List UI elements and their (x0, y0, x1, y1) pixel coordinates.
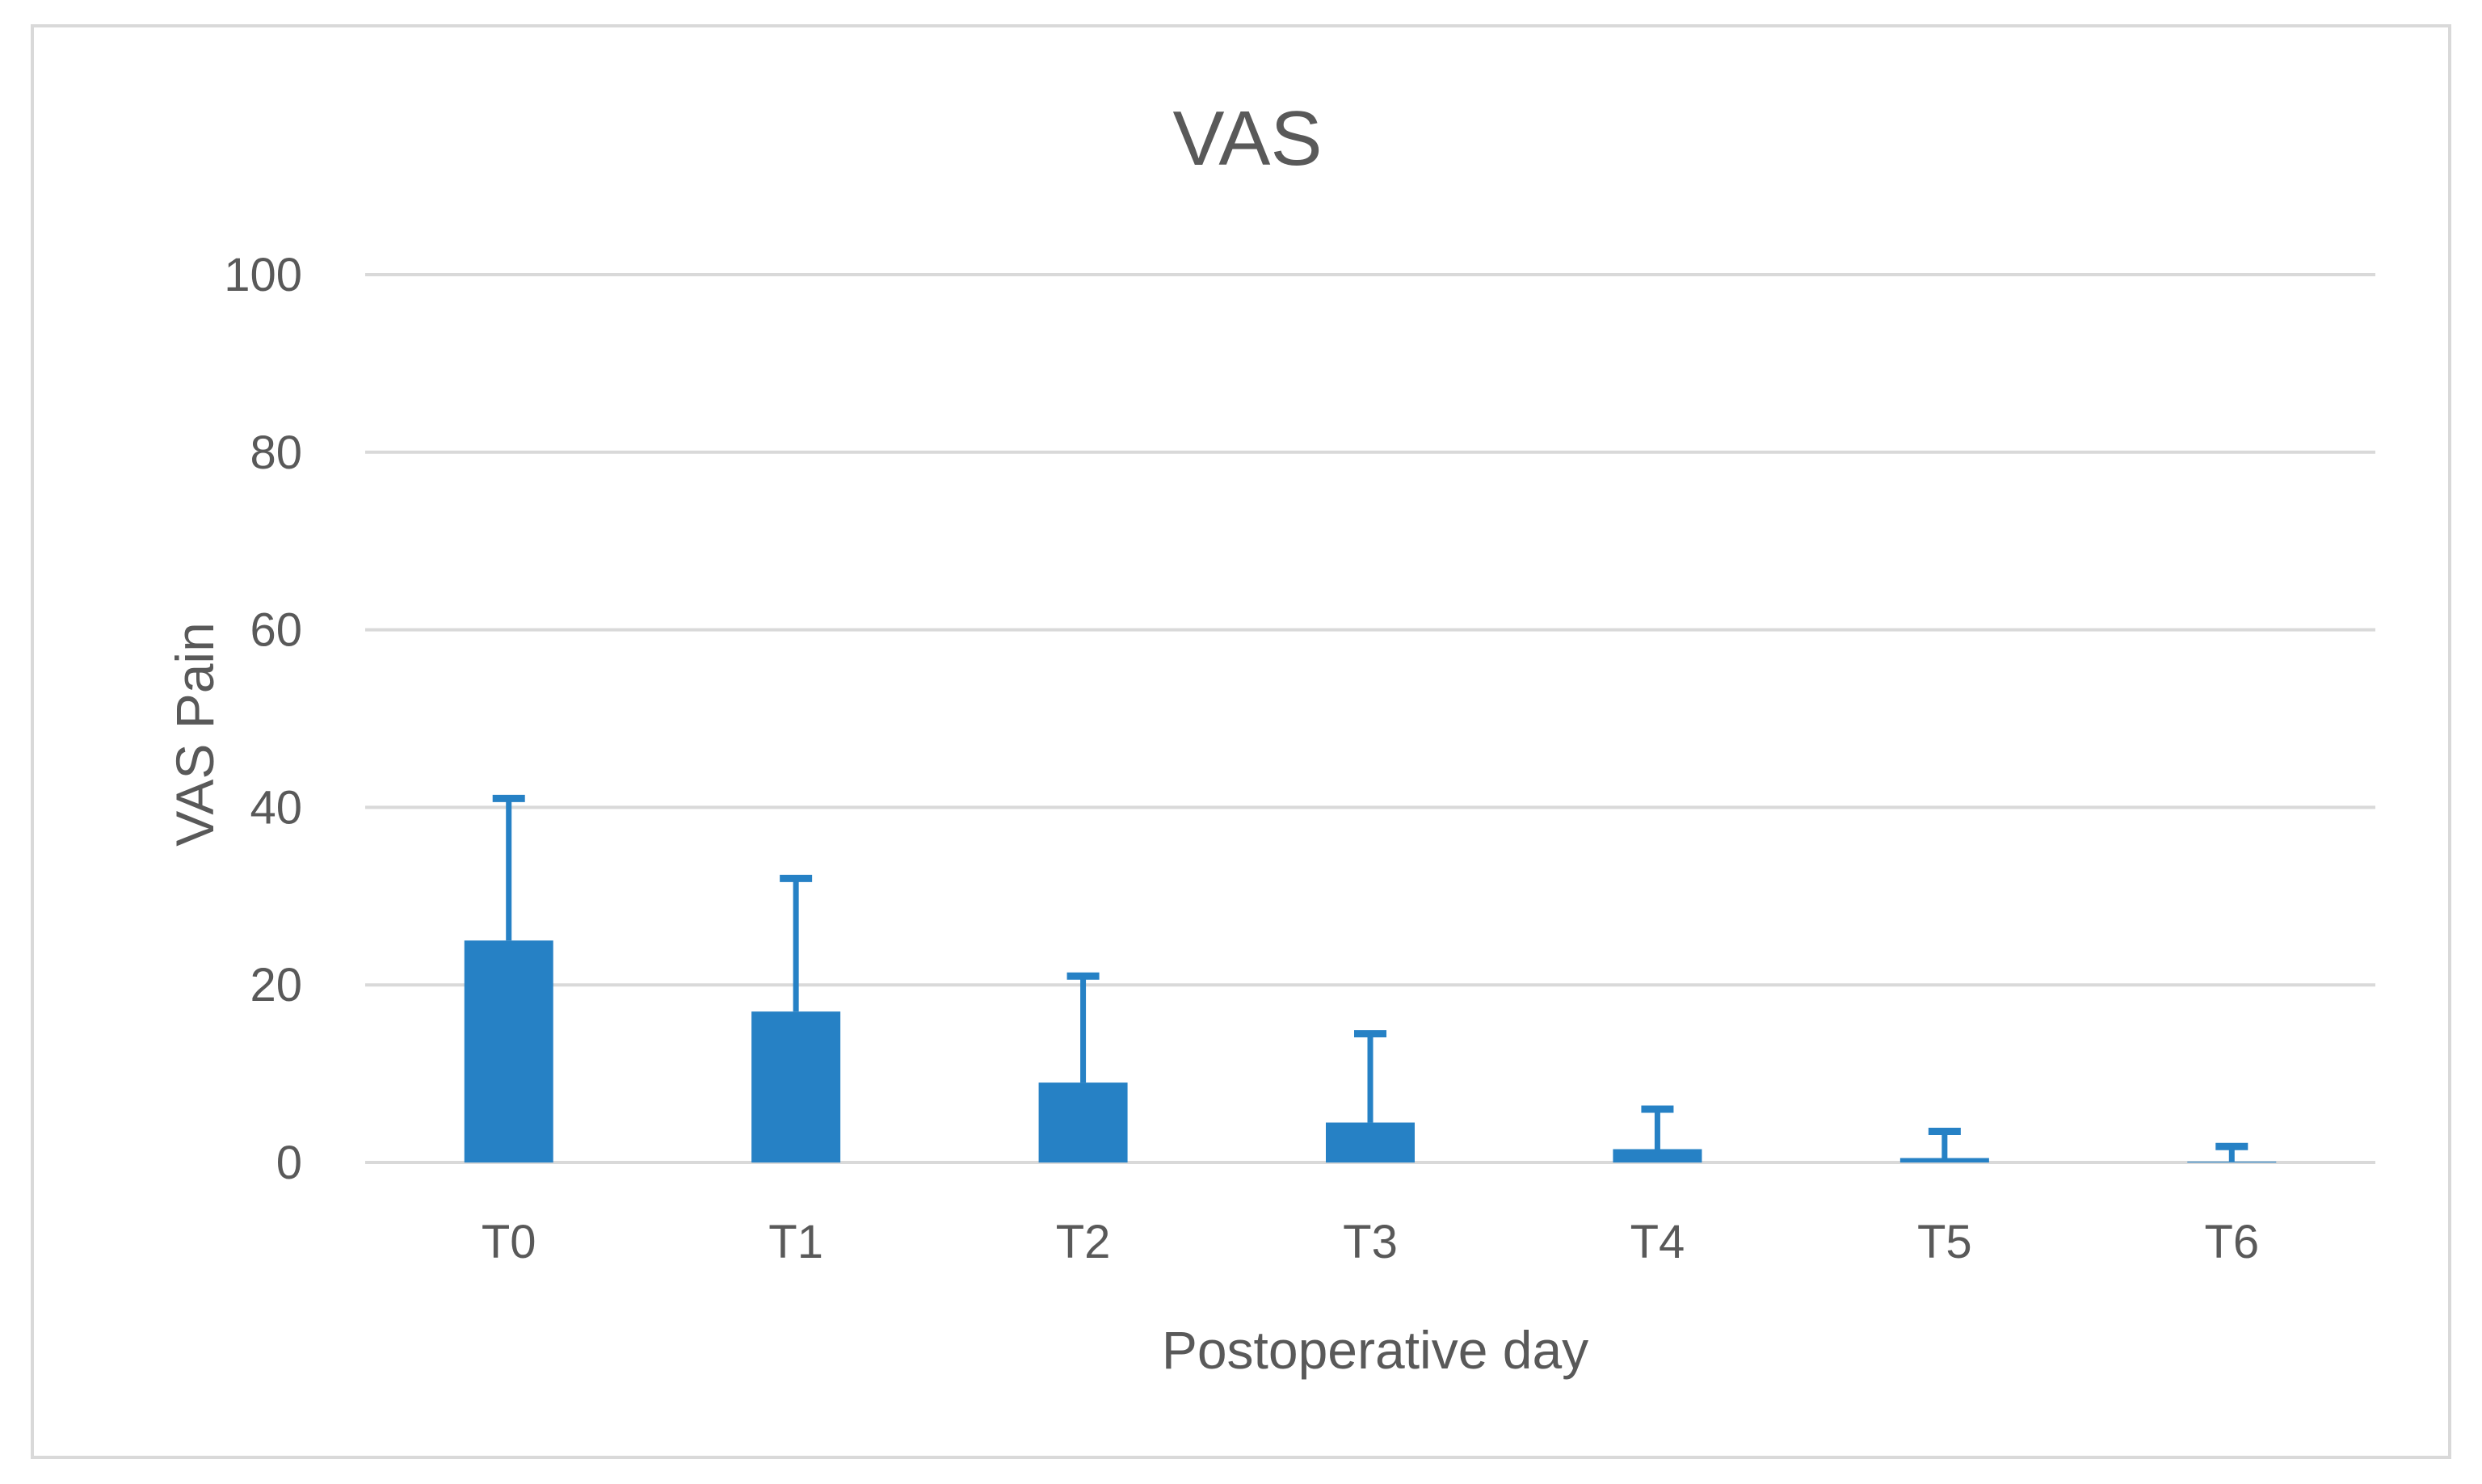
x-tick-label-T0: T0 (482, 1216, 536, 1268)
x-axis-title: Postoperative day (1162, 1320, 1588, 1380)
y-tick-label-100: 100 (224, 249, 302, 301)
bar-T5 (1899, 1158, 1989, 1162)
y-tick-label-0: 0 (276, 1137, 302, 1189)
y-tick-label-40: 40 (250, 781, 302, 834)
x-tick-label-T4: T4 (1630, 1216, 1685, 1268)
chart-frame: 0 20 40 60 80 100 T0 T1 T2 T3 T4 T5 T6 VAS Postoper… (31, 24, 2451, 1459)
bar-T1 (751, 1011, 841, 1162)
bar-T0 (464, 940, 553, 1162)
error-bar-T6 (2215, 1142, 2249, 1162)
x-tick-label-T2: T2 (1056, 1216, 1111, 1268)
y-tick-labels: 0 20 40 60 80 100 (224, 249, 302, 1189)
y-axis-title: VAS Pain (165, 622, 225, 847)
error-bars (492, 794, 2249, 1162)
chart-svg: 0 20 40 60 80 100 T0 T1 T2 T3 T4 T5 T6 VAS Postoper… (165, 95, 2375, 1380)
x-tick-label-T5: T5 (1917, 1216, 1972, 1268)
chart-title: VAS (1173, 95, 1323, 182)
error-bar-T2 (1066, 972, 1100, 1083)
bar-T3 (1326, 1122, 1415, 1162)
x-tick-label-T1: T1 (768, 1216, 823, 1268)
error-bar-T5 (1928, 1128, 1961, 1158)
error-bar-T1 (780, 874, 813, 1012)
y-tick-label-20: 20 (250, 959, 302, 1011)
gridlines (365, 273, 2375, 1164)
bar-T4 (1613, 1149, 1702, 1162)
y-tick-label-80: 80 (250, 427, 302, 479)
x-tick-labels: T0 T1 T2 T3 T4 T5 T6 (482, 1216, 2259, 1268)
error-bar-T4 (1641, 1105, 1674, 1150)
x-tick-label-T3: T3 (1343, 1216, 1398, 1268)
y-tick-label-60: 60 (250, 604, 302, 657)
bar-T2 (1038, 1083, 1128, 1162)
error-bar-T0 (492, 794, 525, 941)
bars (464, 940, 2277, 1162)
error-bar-T3 (1354, 1030, 1386, 1123)
x-tick-label-T6: T6 (2204, 1216, 2259, 1268)
